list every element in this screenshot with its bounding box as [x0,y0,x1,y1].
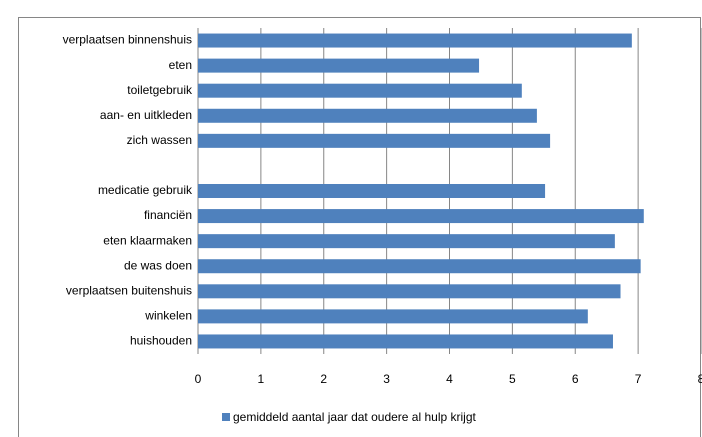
y-tick-label: winkelen [144,309,192,323]
y-tick-label: de was doen [124,258,192,272]
bar [198,209,644,224]
bar [198,284,621,299]
y-tick-label: financiën [144,208,192,222]
y-tick-label: aan- en uitkleden [100,108,192,122]
y-tick-label: toiletgebruik [127,83,193,97]
x-tick-label: 4 [446,372,453,386]
legend-label: gemiddeld aantal jaar dat oudere al hulp… [233,410,476,424]
bar [198,133,551,148]
chart-border [18,17,701,437]
x-tick-label: 3 [383,372,390,386]
bar [198,184,546,198]
x-tick-label: 0 [195,372,202,386]
x-tick-label: 7 [635,372,642,386]
y-tick-label: eten [169,58,192,72]
bar [198,108,537,123]
legend-swatch [222,413,230,421]
y-tick-label: verplaatsen buitenshuis [66,283,192,297]
bar [198,58,480,73]
x-tick-label: 6 [572,372,579,386]
x-tick-label: 2 [320,372,327,386]
bar [198,334,613,349]
bar [198,234,615,249]
x-tick-label: 5 [509,372,516,386]
y-tick-label: huishouden [130,334,192,348]
y-tick-label: eten klaarmaken [103,233,192,247]
y-tick-label: medicatie gebruik [98,183,193,197]
x-tick-label: 1 [258,372,265,386]
bar [198,259,641,274]
x-tick-label: 8 [698,372,702,386]
bar [198,83,522,98]
bar [198,309,588,324]
bar [198,33,632,48]
y-tick-label: verplaatsen binnenshuis [63,33,192,47]
y-tick-label: zich wassen [127,133,192,147]
